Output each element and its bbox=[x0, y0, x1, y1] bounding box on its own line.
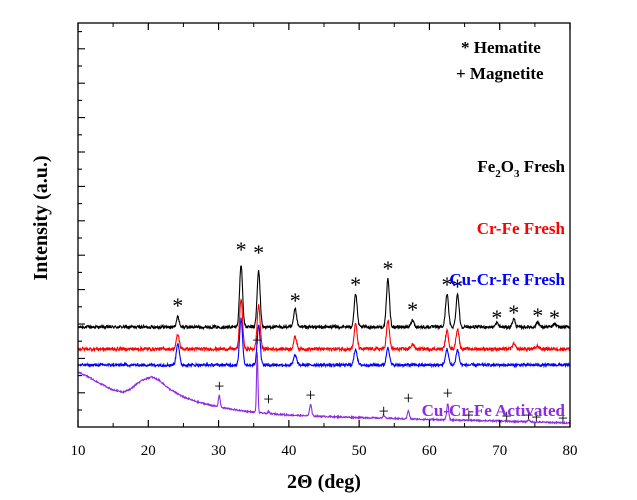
peak-marker-0-3: * bbox=[290, 288, 301, 313]
series-line-1 bbox=[77, 298, 571, 353]
peak-marker-3-9: + bbox=[523, 405, 533, 425]
label-fe2o3-part-o: O bbox=[501, 157, 514, 176]
peak-marker-0-9: * bbox=[491, 305, 502, 330]
x-tick-label: 70 bbox=[492, 443, 507, 459]
label-cucrfe-activated: Cu-Cr-Fe Activated bbox=[422, 401, 566, 420]
traces-layer bbox=[77, 265, 571, 425]
peak-marker-3-3: + bbox=[306, 385, 316, 405]
legend-magnetite: + Magnetite bbox=[456, 64, 544, 83]
label-fe2o3-part-fresh: Fresh bbox=[520, 157, 566, 176]
y-axis-label: Intensity (a.u.) bbox=[30, 155, 52, 280]
x-tick-label: 30 bbox=[211, 443, 226, 459]
x-tick-label: 20 bbox=[141, 443, 156, 459]
x-axis-label: 2Θ (deg) bbox=[287, 471, 361, 493]
peak-marker-0-5: * bbox=[383, 256, 394, 281]
markers-layer: ** ****** ** * * *+++ +++ ++ + ++ + bbox=[172, 237, 568, 428]
series-line-0 bbox=[77, 265, 571, 331]
peak-marker-0-10: * bbox=[508, 300, 519, 325]
peak-marker-3-5: + bbox=[403, 388, 413, 408]
peak-marker-3-1: + bbox=[252, 330, 262, 350]
x-tick-label: 40 bbox=[281, 443, 296, 459]
x-tick-label: 50 bbox=[352, 443, 367, 459]
peak-marker-0-12: * bbox=[549, 305, 560, 330]
peak-marker-0-11: * bbox=[532, 303, 543, 328]
peak-marker-3-7: + bbox=[464, 405, 474, 425]
x-tick-label: 10 bbox=[71, 443, 86, 459]
label-fe2o3-fresh: Fe2O3 Fresh bbox=[477, 157, 565, 180]
x-tick-label: 60 bbox=[422, 443, 437, 459]
peak-marker-0-0: * bbox=[172, 293, 183, 318]
label-fe2o3-part-fe: Fe bbox=[477, 157, 495, 176]
ticks-layer bbox=[77, 23, 571, 427]
peak-marker-0-7: * bbox=[442, 272, 453, 297]
series-line-2 bbox=[77, 317, 571, 369]
peak-marker-3-2: + bbox=[263, 389, 273, 409]
peak-marker-3-8: + bbox=[502, 406, 512, 426]
peak-marker-0-2: * bbox=[253, 240, 264, 265]
peak-marker-0-4: * bbox=[350, 272, 361, 297]
peak-marker-3-0: + bbox=[214, 376, 224, 396]
peak-marker-0-1: * bbox=[236, 237, 247, 262]
peak-marker-3-4: + bbox=[379, 401, 389, 421]
legend-hematite: * Hematite bbox=[461, 38, 541, 57]
label-fe2o3-part-sub2: 2 bbox=[495, 168, 501, 180]
peak-marker-0-6: * bbox=[407, 297, 418, 322]
series-line-3 bbox=[77, 352, 571, 425]
label-fe2o3-part-sub3: 3 bbox=[514, 168, 520, 180]
peak-marker-3-6: + bbox=[443, 383, 453, 403]
x-tick-labels: 10 20 30 40 50 60 70 80 bbox=[71, 443, 578, 459]
peak-marker-3-10: + bbox=[531, 407, 541, 427]
label-crfe-fresh: Cr-Fe Fresh bbox=[477, 219, 566, 238]
label-cucrfe-fresh: Cu-Cr-Fe Fresh bbox=[449, 270, 565, 289]
peak-marker-0-8: * bbox=[452, 274, 463, 299]
peak-marker-3-11: + bbox=[558, 408, 568, 428]
x-tick-label: 80 bbox=[563, 443, 578, 459]
